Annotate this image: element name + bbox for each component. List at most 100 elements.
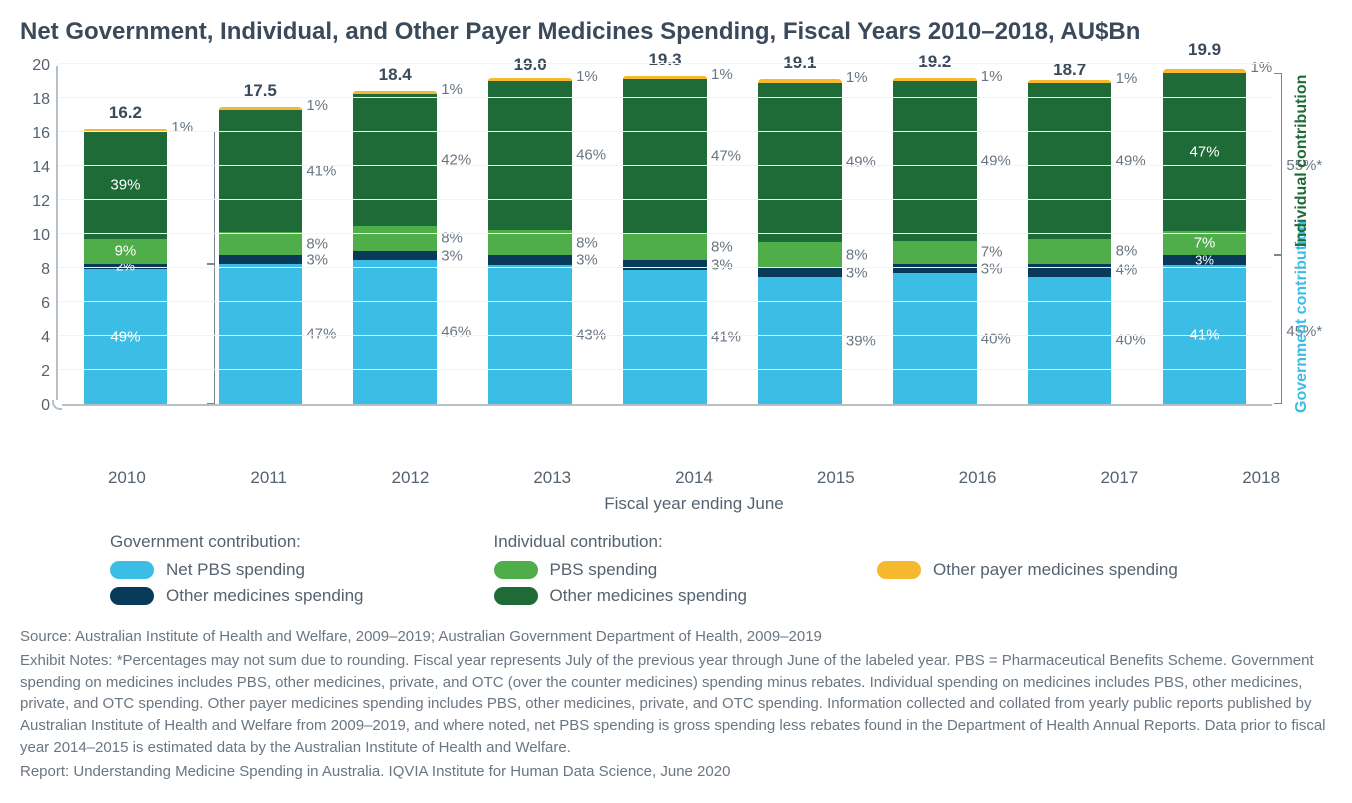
segment-pct-label: 7% bbox=[981, 244, 1003, 261]
segment-pct-label: 1% bbox=[171, 118, 193, 135]
bar-segment-ind_other: 49% bbox=[1028, 83, 1112, 239]
grid-line bbox=[58, 131, 1272, 132]
x-tick-label: 2010 bbox=[56, 460, 198, 488]
legend-label: Other payer medicines spending bbox=[933, 560, 1178, 580]
bar-total-label: 19.2 bbox=[918, 52, 951, 72]
grid-line bbox=[58, 97, 1272, 98]
bar-slot: 19.941%3%7%47%1%45%*55%* bbox=[1137, 66, 1272, 404]
bar-segment-gov_net_pbs: 41% bbox=[623, 270, 707, 404]
stacked-bar: 19.139%3%8%49%1% bbox=[758, 79, 842, 404]
side-labels: Government contributionIndividual contri… bbox=[1272, 66, 1332, 406]
grid-line bbox=[58, 369, 1272, 370]
grid-line bbox=[58, 199, 1272, 200]
bar-segment-ind_other: 39% bbox=[84, 131, 168, 238]
chart-title: Net Government, Individual, and Other Pa… bbox=[20, 18, 1332, 46]
x-tick-label: 2012 bbox=[340, 460, 482, 488]
segment-pct-label: 3% bbox=[441, 247, 463, 264]
segment-pct-label: 1% bbox=[441, 81, 463, 98]
bar-slot: 16.249%2%9%39%1%52%*47%* bbox=[58, 66, 193, 404]
bar-segment-ind_pbs: 8% bbox=[1028, 239, 1112, 265]
bar-segment-gov_other: 3% bbox=[623, 260, 707, 270]
bar-segment-gov_net_pbs: 46% bbox=[353, 260, 437, 404]
legend-label: Net PBS spending bbox=[166, 560, 305, 580]
bar-slot: 18.446%3%8%42%1% bbox=[328, 66, 463, 404]
bar-total-label: 18.4 bbox=[379, 65, 412, 85]
x-tick-label: 2013 bbox=[481, 460, 623, 488]
stacked-bar: 18.446%3%8%42%1% bbox=[353, 91, 437, 404]
legend-item: PBS spending bbox=[494, 560, 748, 580]
bar-segment-gov_other: 3% bbox=[219, 255, 303, 264]
bar-slot: 19.240%3%7%49%1% bbox=[867, 66, 1002, 404]
segment-pct-label: 1% bbox=[1116, 69, 1138, 86]
bar-segment-gov_other: 3% bbox=[353, 251, 437, 260]
bar-total-label: 19.3 bbox=[648, 50, 681, 70]
y-tick: 10 bbox=[32, 227, 50, 245]
footer-exhibit-notes: Exhibit Notes: *Percentages may not sum … bbox=[20, 650, 1332, 759]
bar-slot: 19.139%3%8%49%1% bbox=[732, 66, 867, 404]
bar-segment-ind_pbs: 7% bbox=[1163, 231, 1247, 255]
bar-segment-ind_pbs: 8% bbox=[623, 234, 707, 260]
bar-total-label: 19.9 bbox=[1188, 40, 1221, 60]
grid-line bbox=[58, 301, 1272, 302]
legend-column: Individual contribution:PBS spendingOthe… bbox=[494, 532, 748, 612]
segment-pct-label: 4% bbox=[1116, 262, 1138, 279]
legend-label: Other medicines spending bbox=[550, 586, 748, 606]
stacked-bar: 19.240%3%7%49%1% bbox=[893, 78, 977, 404]
bar-segment-gov_net_pbs: 49% bbox=[84, 269, 168, 404]
y-tick: 8 bbox=[41, 261, 50, 279]
bar-segment-gov_other: 3% bbox=[488, 255, 572, 265]
bar-segment-ind_other: 41% bbox=[219, 110, 303, 232]
legend-column: Other payer medicines spending bbox=[877, 532, 1178, 612]
segment-pct-label: 1% bbox=[846, 69, 868, 86]
bar-slot: 19.043%3%8%46%1% bbox=[463, 66, 598, 404]
y-tick: 12 bbox=[32, 193, 50, 211]
footer-report: Report: Understanding Medicine Spending … bbox=[20, 761, 1332, 783]
stacked-bar: 19.941%3%7%47%1%45%*55%* bbox=[1163, 66, 1247, 404]
x-tick-label: 2011 bbox=[198, 460, 340, 488]
bar-segment-other_payer: 1% bbox=[758, 79, 842, 82]
bar-segment-other_payer: 1% bbox=[1163, 69, 1247, 72]
legend-swatch bbox=[494, 587, 538, 605]
bar-segment-gov_other: 3% bbox=[758, 268, 842, 278]
segment-pct-label: 8% bbox=[711, 238, 733, 255]
grid-line bbox=[58, 63, 1272, 64]
legend: Government contribution:Net PBS spending… bbox=[110, 532, 1332, 612]
segment-pct-label: 8% bbox=[846, 246, 868, 263]
footer-source: Source: Australian Institute of Health a… bbox=[20, 626, 1332, 648]
y-tick: 4 bbox=[41, 329, 50, 347]
legend-swatch bbox=[110, 587, 154, 605]
bar-segment-ind_other: 49% bbox=[758, 83, 842, 242]
plot-area: 16.249%2%9%39%1%52%*47%*17.547%3%8%41%1%… bbox=[56, 66, 1272, 406]
legend-item: Other payer medicines spending bbox=[877, 560, 1178, 580]
bar-segment-ind_pbs: 9% bbox=[84, 239, 168, 264]
bar-segment-gov_net_pbs: 40% bbox=[1028, 277, 1112, 404]
bar-slot: 18.740%4%8%49%1% bbox=[1002, 66, 1137, 404]
x-tick-label: 2017 bbox=[1048, 460, 1190, 488]
segment-pct-label: 1% bbox=[711, 66, 733, 83]
legend-item: Other medicines spending bbox=[494, 586, 748, 606]
x-tick-label: 2014 bbox=[623, 460, 765, 488]
legend-item: Other medicines spending bbox=[110, 586, 364, 606]
segment-pct-label: 8% bbox=[576, 234, 598, 251]
x-tick-label: 2018 bbox=[1190, 460, 1332, 488]
legend-swatch bbox=[494, 561, 538, 579]
bar-segment-gov_other: 3% bbox=[1163, 255, 1247, 265]
stacked-bar: 19.043%3%8%46%1% bbox=[488, 81, 572, 404]
bar-slot: 17.547%3%8%41%1% bbox=[193, 66, 328, 404]
grid-line bbox=[58, 335, 1272, 336]
x-tick-label: 2015 bbox=[765, 460, 907, 488]
segment-pct-label: 47% bbox=[1190, 143, 1220, 160]
y-tick: 18 bbox=[32, 91, 50, 109]
x-axis-title: Fiscal year ending June bbox=[56, 494, 1332, 514]
y-tick: 16 bbox=[32, 125, 50, 143]
grid-line bbox=[58, 233, 1272, 234]
x-axis-labels: 201020112012201320142015201620172018 bbox=[56, 460, 1332, 488]
bar-segment-other_payer: 1% bbox=[219, 107, 303, 110]
bar-segment-ind_pbs: 7% bbox=[893, 241, 977, 264]
bar-segment-other_payer: 1% bbox=[893, 78, 977, 81]
bar-segment-other_payer: 1% bbox=[623, 76, 707, 79]
y-tick: 20 bbox=[32, 57, 50, 75]
y-tick: 6 bbox=[41, 295, 50, 313]
stacked-bar: 18.740%4%8%49%1% bbox=[1028, 86, 1112, 404]
bar-segment-gov_net_pbs: 40% bbox=[893, 273, 977, 404]
